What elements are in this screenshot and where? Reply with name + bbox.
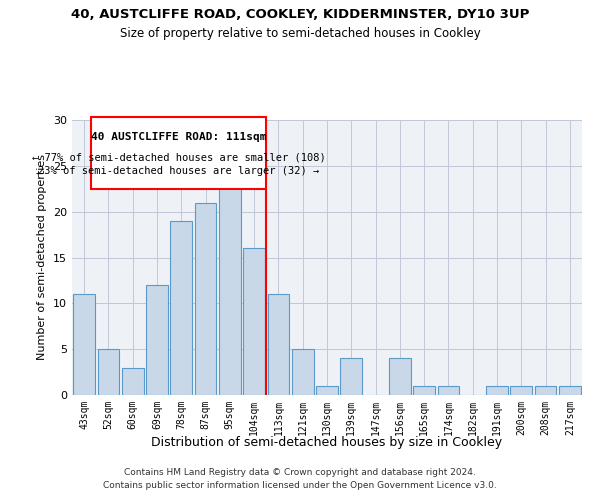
Bar	[486, 386, 508, 395]
Text: Distribution of semi-detached houses by size in Cookley: Distribution of semi-detached houses by …	[151, 436, 503, 449]
Bar	[170, 221, 192, 395]
Bar	[268, 294, 289, 395]
Bar	[511, 386, 532, 395]
Bar	[292, 349, 314, 395]
Text: Contains HM Land Registry data © Crown copyright and database right 2024.: Contains HM Land Registry data © Crown c…	[124, 468, 476, 477]
Text: Contains public sector information licensed under the Open Government Licence v3: Contains public sector information licen…	[103, 482, 497, 490]
Bar	[122, 368, 143, 395]
Bar	[437, 386, 460, 395]
Bar	[219, 175, 241, 395]
Bar	[194, 202, 217, 395]
Text: 40, AUSTCLIFFE ROAD, COOKLEY, KIDDERMINSTER, DY10 3UP: 40, AUSTCLIFFE ROAD, COOKLEY, KIDDERMINS…	[71, 8, 529, 20]
Bar	[340, 358, 362, 395]
Bar	[535, 386, 556, 395]
Y-axis label: Number of semi-detached properties: Number of semi-detached properties	[37, 154, 47, 360]
Bar	[146, 285, 168, 395]
Bar	[559, 386, 581, 395]
Bar	[389, 358, 411, 395]
Text: 40 AUSTCLIFFE ROAD: 111sqm: 40 AUSTCLIFFE ROAD: 111sqm	[91, 132, 266, 142]
Bar	[316, 386, 338, 395]
Bar	[243, 248, 265, 395]
Text: ← 77% of semi-detached houses are smaller (108): ← 77% of semi-detached houses are smalle…	[32, 152, 326, 162]
Text: 23% of semi-detached houses are larger (32) →: 23% of semi-detached houses are larger (…	[38, 166, 319, 176]
Bar	[97, 349, 119, 395]
Bar	[73, 294, 95, 395]
Text: Size of property relative to semi-detached houses in Cookley: Size of property relative to semi-detach…	[119, 28, 481, 40]
Bar	[413, 386, 435, 395]
